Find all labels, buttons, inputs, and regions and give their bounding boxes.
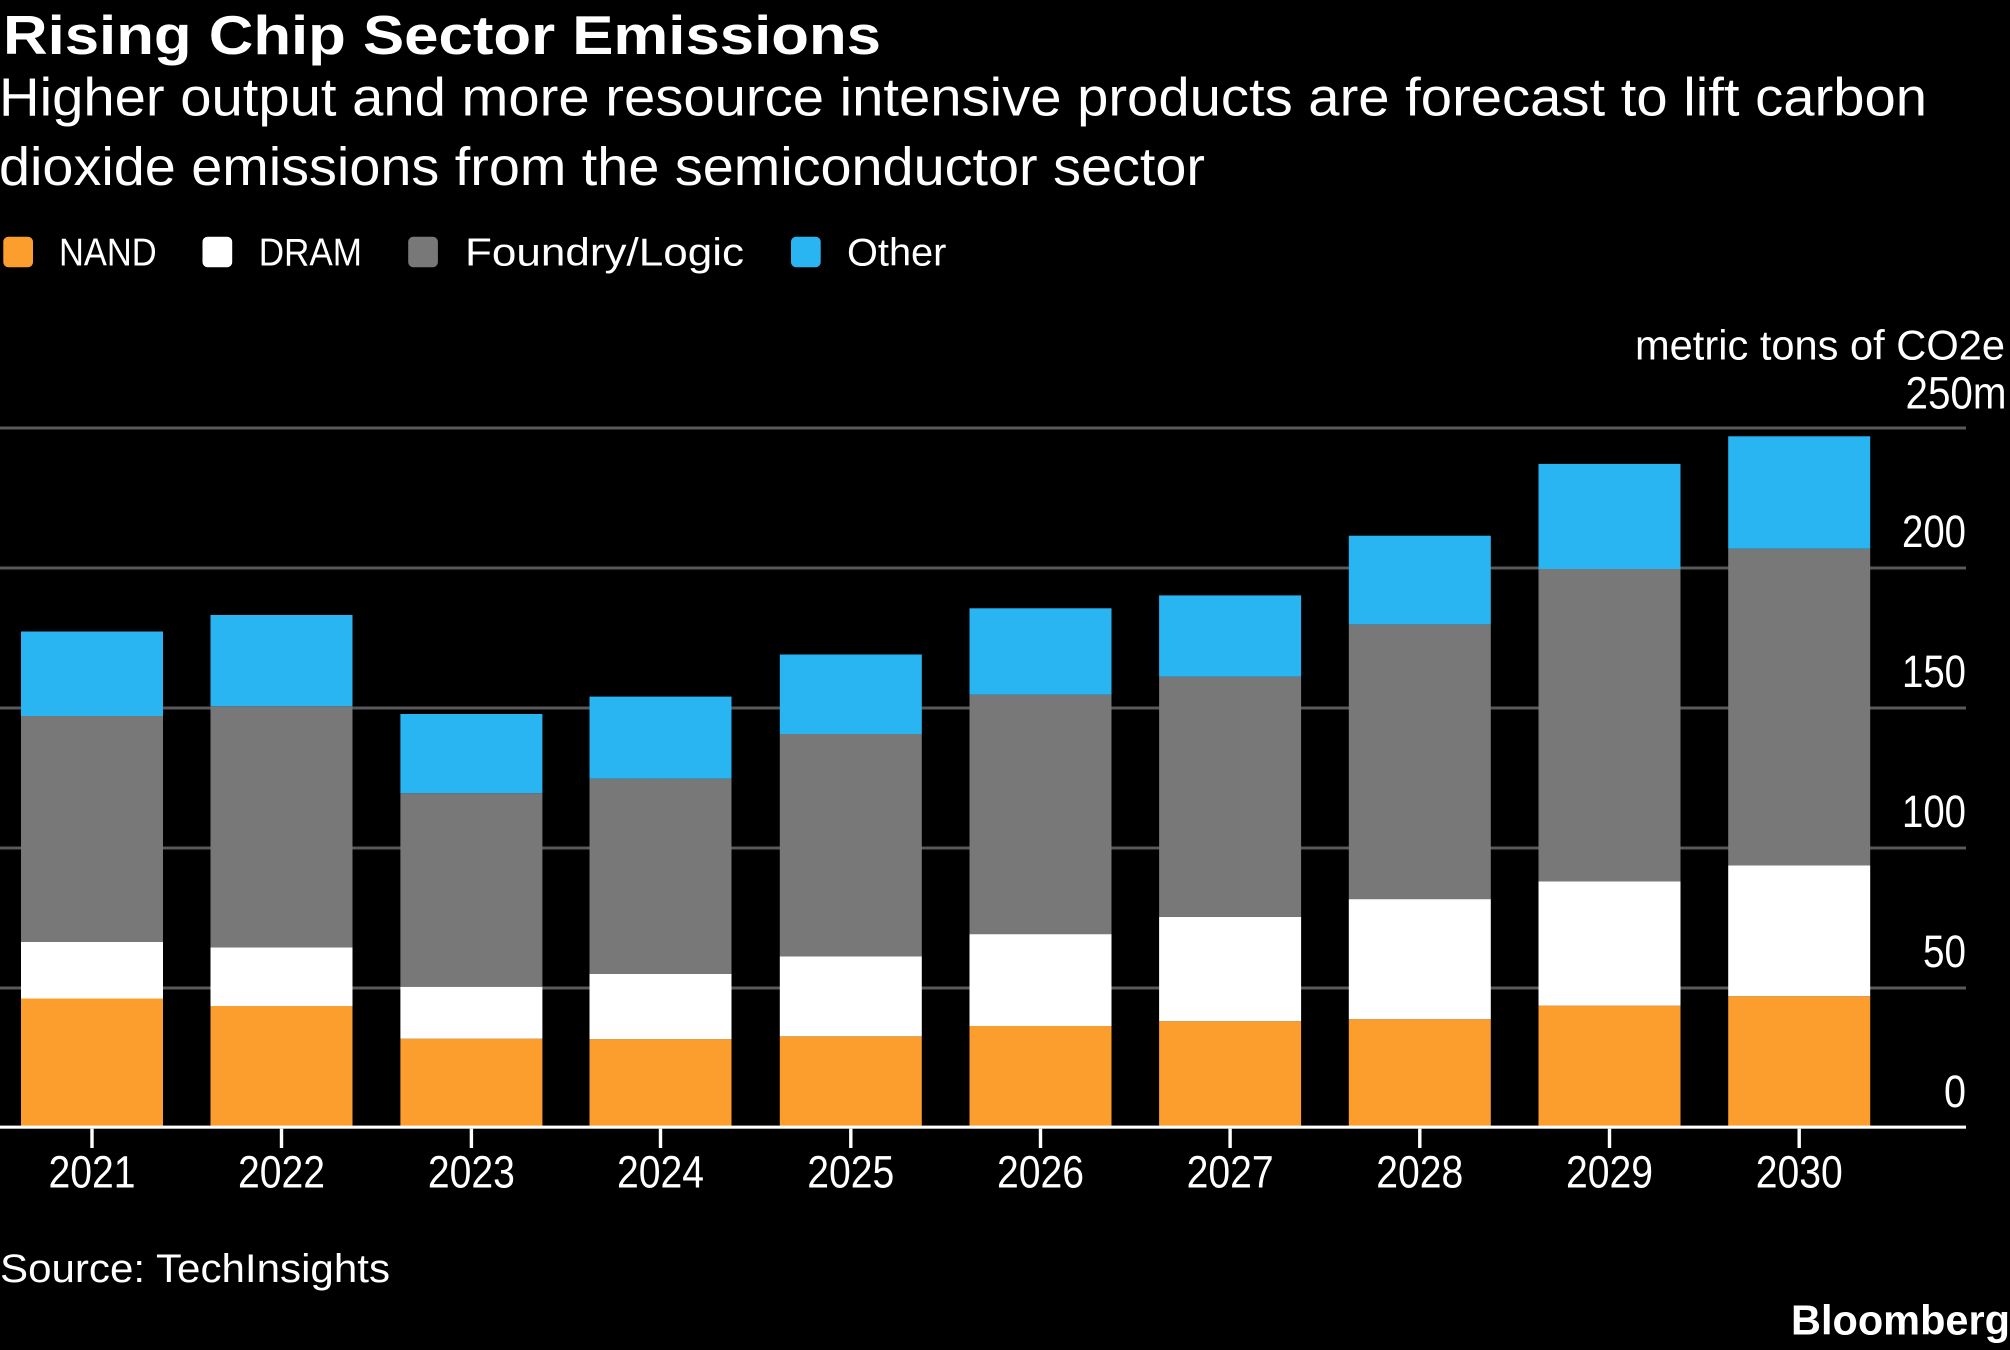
svg-text:50: 50	[1923, 926, 1966, 977]
svg-text:Foundry/Logic: Foundry/Logic	[465, 231, 744, 274]
svg-text:2025: 2025	[807, 1147, 894, 1198]
svg-text:Other: Other	[847, 231, 946, 274]
svg-text:0: 0	[1944, 1066, 1966, 1117]
svg-text:2026: 2026	[997, 1147, 1084, 1198]
svg-text:2028: 2028	[1376, 1147, 1463, 1198]
svg-text:150: 150	[1902, 646, 1966, 697]
svg-text:2022: 2022	[238, 1147, 325, 1198]
svg-text:250m: 250m	[1906, 368, 2007, 419]
svg-text:2023: 2023	[428, 1147, 515, 1198]
svg-text:Rising Chip Sector Emissions: Rising Chip Sector Emissions	[3, 4, 881, 66]
svg-text:DRAM: DRAM	[259, 231, 362, 274]
svg-text:metric tons of CO2e: metric tons of CO2e	[1635, 322, 2005, 369]
svg-text:Higher output and more resourc: Higher output and more resource intensiv…	[0, 68, 1927, 128]
svg-text:200: 200	[1902, 506, 1966, 557]
svg-text:2027: 2027	[1187, 1147, 1274, 1198]
svg-text:2029: 2029	[1566, 1147, 1653, 1198]
svg-text:Source: TechInsights: Source: TechInsights	[0, 1247, 390, 1291]
svg-text:2030: 2030	[1756, 1147, 1843, 1198]
svg-text:NAND: NAND	[59, 231, 157, 274]
svg-text:2021: 2021	[49, 1147, 136, 1198]
svg-text:dioxide emissions from the sem: dioxide emissions from the semiconductor…	[0, 137, 1205, 197]
svg-text:100: 100	[1902, 786, 1966, 837]
svg-text:Bloomberg: Bloomberg	[1791, 1297, 2010, 1344]
svg-text:2024: 2024	[617, 1147, 704, 1198]
